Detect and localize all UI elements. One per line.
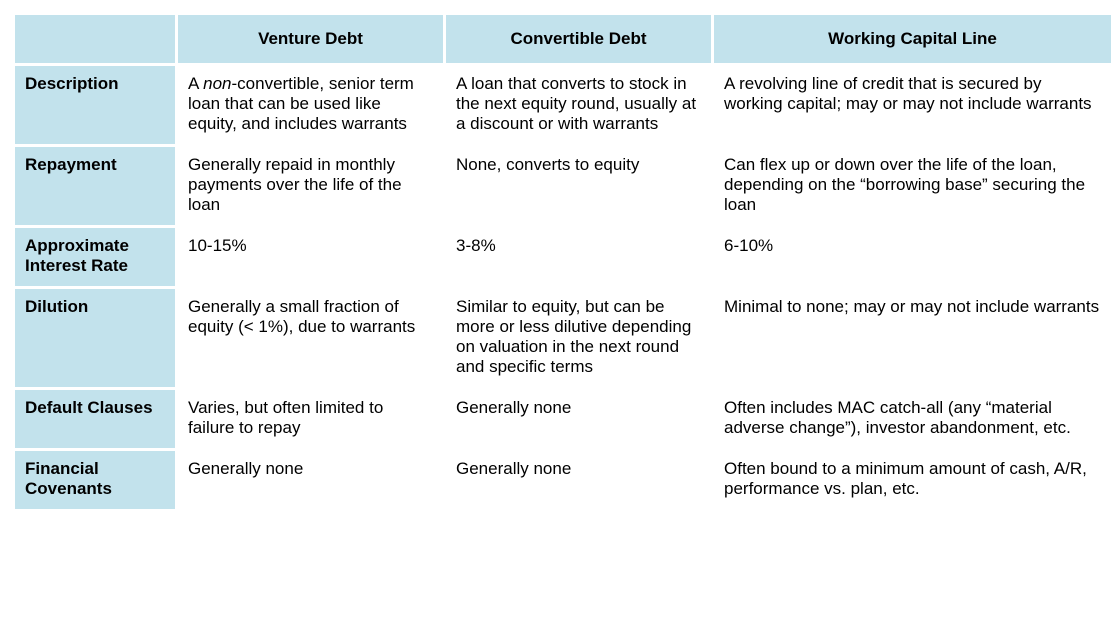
cell-description-venture: A non-convertible, senior term loan that… — [178, 66, 443, 144]
header-working-capital: Working Capital Line — [714, 15, 1111, 63]
row-label-interest: Approximate Interest Rate — [15, 228, 175, 286]
cell-interest-convertible: 3-8% — [446, 228, 711, 286]
header-row: Venture Debt Convertible Debt Working Ca… — [15, 15, 1111, 63]
cell-repayment-working: Can flex up or down over the life of the… — [714, 147, 1111, 225]
cell-interest-working: 6-10% — [714, 228, 1111, 286]
cell-description-working: A revolving line of credit that is secur… — [714, 66, 1111, 144]
cell-interest-venture: 10-15% — [178, 228, 443, 286]
cell-description-convertible: A loan that converts to stock in the nex… — [446, 66, 711, 144]
row-covenants: Financial Covenants Generally none Gener… — [15, 451, 1111, 509]
cell-covenants-convertible: Generally none — [446, 451, 711, 509]
cell-covenants-working: Often bound to a minimum amount of cash,… — [714, 451, 1111, 509]
row-label-description: Description — [15, 66, 175, 144]
row-description: Description A non-convertible, senior te… — [15, 66, 1111, 144]
cell-default-working: Often includes MAC catch-all (any “mater… — [714, 390, 1111, 448]
cell-dilution-venture: Generally a small fraction of equity (< … — [178, 289, 443, 387]
row-repayment: Repayment Generally repaid in monthly pa… — [15, 147, 1111, 225]
cell-default-venture: Varies, but often limited to failure to … — [178, 390, 443, 448]
row-label-default: Default Clauses — [15, 390, 175, 448]
cell-repayment-convertible: None, converts to equity — [446, 147, 711, 225]
cell-repayment-venture: Generally repaid in monthly payments ove… — [178, 147, 443, 225]
header-convertible-debt: Convertible Debt — [446, 15, 711, 63]
row-label-dilution: Dilution — [15, 289, 175, 387]
cell-dilution-convertible: Similar to equity, but can be more or le… — [446, 289, 711, 387]
row-interest: Approximate Interest Rate 10-15% 3-8% 6-… — [15, 228, 1111, 286]
row-default: Default Clauses Varies, but often limite… — [15, 390, 1111, 448]
header-blank — [15, 15, 175, 63]
header-venture-debt: Venture Debt — [178, 15, 443, 63]
text-fragment: A — [188, 74, 203, 93]
row-label-covenants: Financial Covenants — [15, 451, 175, 509]
row-label-repayment: Repayment — [15, 147, 175, 225]
row-dilution: Dilution Generally a small fraction of e… — [15, 289, 1111, 387]
debt-comparison-table: Venture Debt Convertible Debt Working Ca… — [12, 12, 1111, 512]
cell-default-convertible: Generally none — [446, 390, 711, 448]
cell-dilution-working: Minimal to none; may or may not include … — [714, 289, 1111, 387]
cell-covenants-venture: Generally none — [178, 451, 443, 509]
emphasis-non: non — [203, 74, 231, 93]
